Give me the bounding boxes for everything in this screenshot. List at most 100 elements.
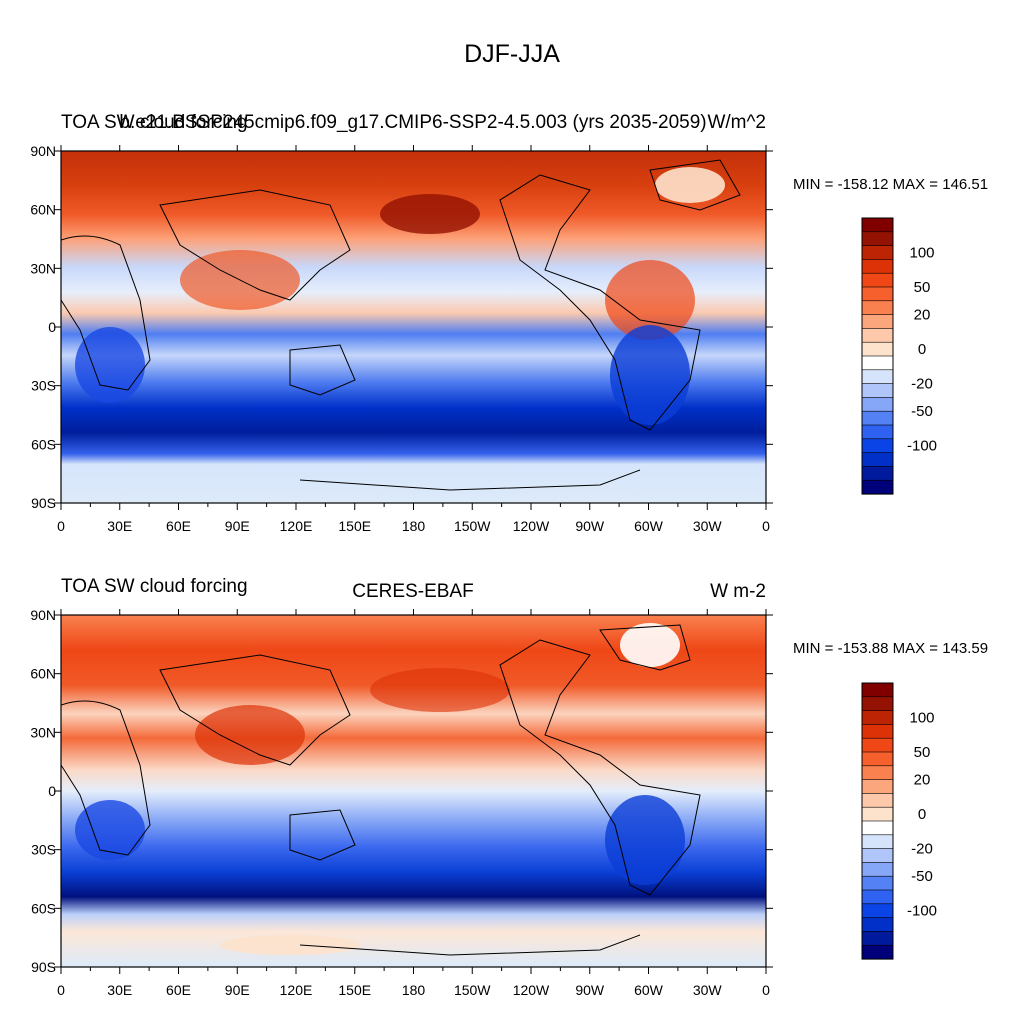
y-tick-label: 60S <box>31 900 56 916</box>
panel-obs-samerica-blue <box>605 795 685 885</box>
colorbar-swatch <box>861 944 894 960</box>
colorbar-swatch <box>861 724 894 739</box>
colorbar-swatch <box>861 848 894 863</box>
x-tick-label: 60W <box>634 518 664 534</box>
panel-model-units: W/m^2 <box>707 112 766 133</box>
panel-model-pacific-high <box>380 194 480 234</box>
colorbar-swatch <box>861 875 894 891</box>
colorbar-swatch <box>861 479 894 495</box>
x-tick-label: 30E <box>107 982 132 998</box>
panel-obs-pacific-red <box>370 668 510 712</box>
colorbar-label: 20 <box>914 307 931 324</box>
y-tick-label: 90S <box>31 959 56 975</box>
panel-obs-colorbar: 100 50 20 0 -20 -50 -100 <box>861 682 937 960</box>
colorbar-swatch <box>861 834 894 850</box>
panel-obs-field <box>61 615 766 967</box>
x-tick-label: 0 <box>762 982 770 998</box>
colorbar-swatch <box>861 355 894 371</box>
panel-model: TOA SW cloud forcing b.e21.BSSP245cmip6.… <box>30 112 988 534</box>
colorbar-swatch <box>861 820 894 836</box>
panel-model-map <box>61 151 766 503</box>
x-tick-label: 120E <box>280 982 313 998</box>
panel-model-greenland <box>655 167 725 203</box>
panel-obs-coastlines <box>61 624 701 956</box>
colorbar-label: 20 <box>914 772 931 789</box>
colorbar-swatch <box>861 245 894 261</box>
colorbar-label: -20 <box>911 841 933 858</box>
x-tick-label: 120W <box>513 518 550 534</box>
colorbar-swatch <box>861 917 894 932</box>
x-tick-label: 150W <box>454 982 491 998</box>
colorbar-swatch <box>861 452 894 468</box>
y-tick-label: 90S <box>31 495 56 511</box>
panel-obs: TOA SW cloud forcing CERES-EBAF W m-2 MI… <box>30 576 988 998</box>
colorbar-swatch <box>861 272 894 288</box>
colorbar-swatch <box>861 369 894 385</box>
panel-model-title-left: TOA SW cloud forcing <box>61 112 248 133</box>
colorbar-label: 0 <box>918 806 926 823</box>
panel-model-safrica-blue <box>75 327 145 403</box>
y-tick-label: 30S <box>31 842 56 858</box>
x-tick-label: 150E <box>338 518 371 534</box>
colorbar-label: -50 <box>911 868 933 885</box>
colorbar-swatch <box>861 217 894 233</box>
panel-obs-units: W m-2 <box>710 581 766 602</box>
panel-model-stats: MIN = -158.12 MAX = 146.51 <box>793 176 988 193</box>
panel-model-samerica-blue <box>610 325 690 425</box>
colorbar-swatch <box>861 682 894 698</box>
colorbar-swatch <box>861 341 894 357</box>
colorbar-frame <box>861 682 894 960</box>
colorbar-swatch <box>861 765 894 781</box>
colorbar-swatch <box>861 779 894 794</box>
x-tick-label: 0 <box>762 518 770 534</box>
colorbar-label: 100 <box>909 245 934 262</box>
panel-obs-axes: 0 30E 60E 90E 120E 150E 180 150W 120W 90W 60W 30W 09… <box>30 607 773 998</box>
panel-model-title-center: b.e21.BSSP245cmip6.f09_g17.CMIP6-SSP2-4.… <box>119 112 706 133</box>
colorbar-swatch <box>861 383 894 399</box>
panel-obs-asia-red <box>195 705 305 765</box>
x-tick-label: 30W <box>693 982 723 998</box>
colorbar-swatch <box>861 751 894 767</box>
panel-obs-safrica-blue <box>75 800 145 860</box>
x-tick-label: 180 <box>402 518 426 534</box>
x-tick-label: 90E <box>225 518 250 534</box>
x-tick-label: 150W <box>454 518 491 534</box>
x-tick-label: 180 <box>402 982 426 998</box>
y-tick-label: 90N <box>30 607 56 623</box>
colorbar-swatch <box>861 903 894 919</box>
y-tick-label: 0 <box>48 319 56 335</box>
colorbar-swatch <box>861 931 894 946</box>
colorbar-swatch <box>861 410 894 426</box>
x-tick-label: 0 <box>57 982 65 998</box>
panel-obs-antarctic-pink <box>220 935 360 955</box>
colorbar-swatch <box>861 328 894 343</box>
colorbar-swatch <box>861 466 894 481</box>
colorbar-label: -20 <box>911 376 933 393</box>
panel-obs-greenland <box>620 623 680 667</box>
y-tick-label: 60N <box>30 202 56 218</box>
x-tick-label: 60E <box>166 518 191 534</box>
y-tick-label: 0 <box>48 783 56 799</box>
y-tick-label: 30N <box>30 260 56 276</box>
colorbar-swatch <box>861 793 894 808</box>
colorbar-label: 50 <box>914 744 931 761</box>
panel-obs-map <box>61 615 766 967</box>
panel-obs-title-left: TOA SW cloud forcing <box>61 576 248 597</box>
colorbar-swatch <box>861 397 894 412</box>
colorbar-label: -100 <box>907 903 937 920</box>
x-tick-label: 60W <box>634 982 664 998</box>
panel-model-colorbar: 100 50 20 0 -20 -50 -100 <box>861 217 937 495</box>
colorbar-label: 50 <box>914 279 931 296</box>
panel-obs-title-center: CERES-EBAF <box>352 581 473 602</box>
colorbar-swatch <box>861 737 894 753</box>
panel-model-coastlines <box>61 159 741 491</box>
x-tick-label: 120E <box>280 518 313 534</box>
x-tick-label: 90W <box>575 982 605 998</box>
x-tick-label: 90W <box>575 518 605 534</box>
colorbar-swatch <box>861 862 894 877</box>
y-tick-label: 30S <box>31 378 56 394</box>
colorbar-label: 100 <box>909 710 934 727</box>
colorbar-label: -100 <box>907 438 937 455</box>
x-tick-label: 0 <box>57 518 65 534</box>
